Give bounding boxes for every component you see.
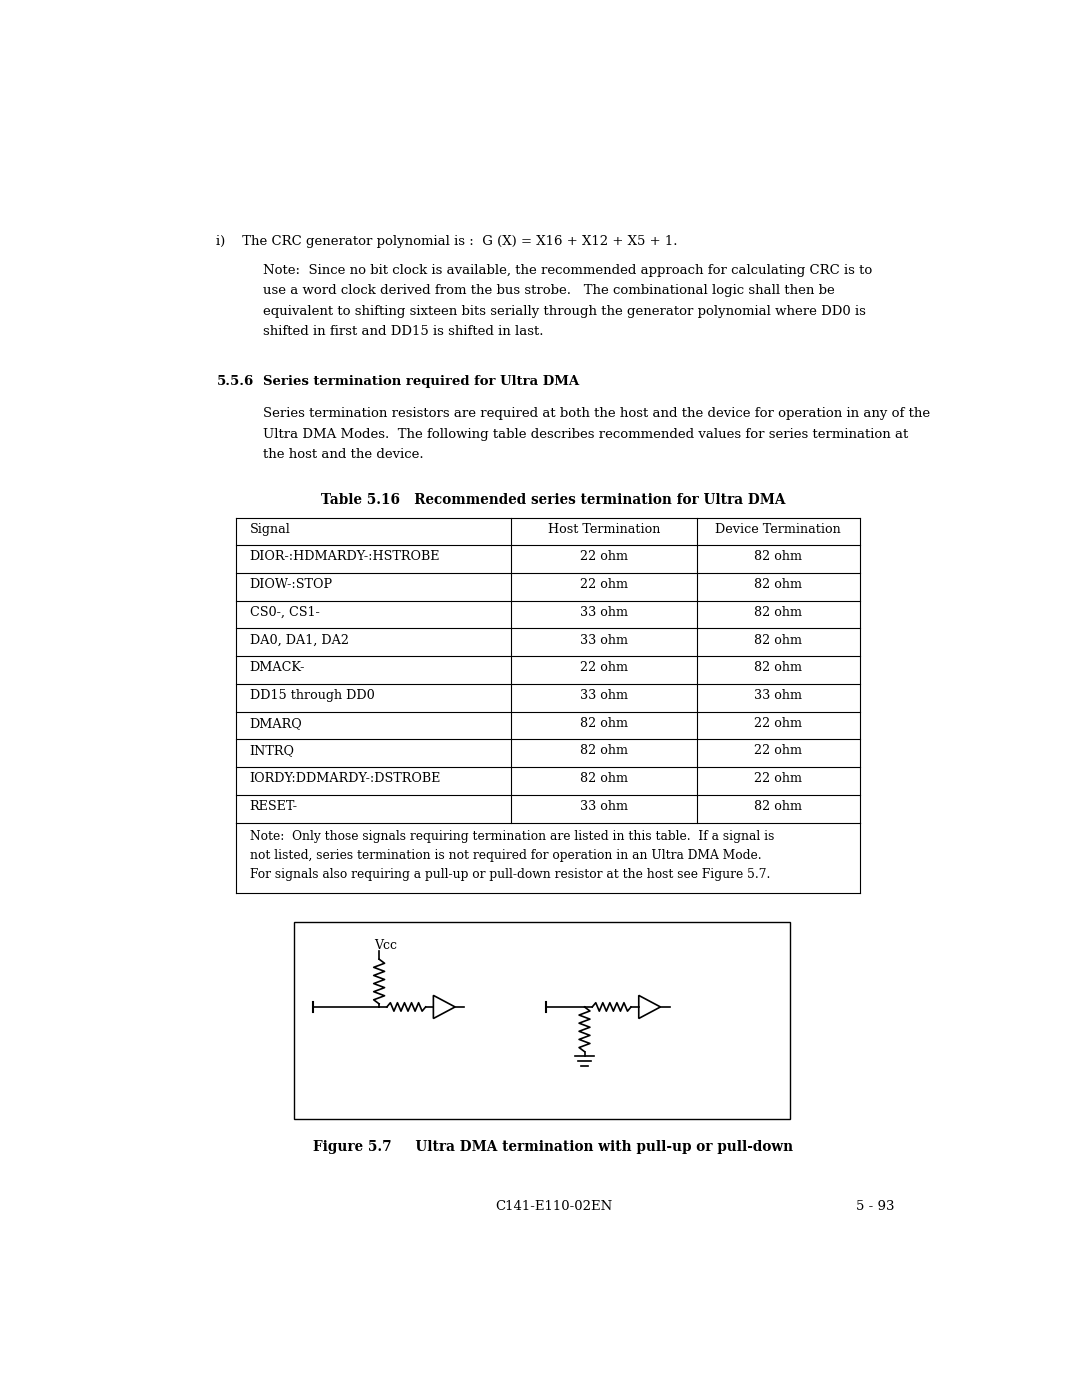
Text: 82 ohm: 82 ohm (754, 550, 802, 563)
Text: equivalent to shifting sixteen bits serially through the generator polynomial wh: equivalent to shifting sixteen bits seri… (262, 305, 866, 317)
Text: i)    The CRC generator polynomial is :  G (X) = X16 + X12 + X5 + 1.: i) The CRC generator polynomial is : G (… (216, 235, 678, 247)
Text: DIOR-:HDMARDY-:HSTROBE: DIOR-:HDMARDY-:HSTROBE (249, 550, 441, 563)
Text: Note:  Since no bit clock is available, the recommended approach for calculating: Note: Since no bit clock is available, t… (262, 264, 873, 277)
Text: Series termination required for Ultra DMA: Series termination required for Ultra DM… (262, 374, 579, 388)
Text: Vcc: Vcc (375, 939, 397, 953)
Text: For signals also requiring a pull-up or pull-down resistor at the host see Figur: For signals also requiring a pull-up or … (249, 868, 770, 882)
Text: 33 ohm: 33 ohm (580, 606, 627, 619)
Text: RESET-: RESET- (249, 800, 298, 813)
Text: Note:  Only those signals requiring termination are listed in this table.  If a : Note: Only those signals requiring termi… (249, 830, 774, 844)
Text: 82 ohm: 82 ohm (754, 578, 802, 591)
Text: shifted in first and DD15 is shifted in last.: shifted in first and DD15 is shifted in … (262, 326, 543, 338)
Text: Table 5.16   Recommended series termination for Ultra DMA: Table 5.16 Recommended series terminatio… (321, 493, 786, 507)
Text: 22 ohm: 22 ohm (580, 578, 627, 591)
Text: Device Termination: Device Termination (715, 522, 841, 535)
Text: DA0, DA1, DA2: DA0, DA1, DA2 (249, 633, 349, 647)
Text: 22 ohm: 22 ohm (580, 550, 627, 563)
Text: 33 ohm: 33 ohm (580, 689, 627, 701)
Text: 82 ohm: 82 ohm (580, 717, 627, 729)
Text: DMACK-: DMACK- (249, 661, 305, 675)
Text: DD15 through DD0: DD15 through DD0 (249, 689, 375, 701)
Text: not listed, series termination is not required for operation in an Ultra DMA Mod: not listed, series termination is not re… (249, 849, 761, 862)
Text: 22 ohm: 22 ohm (580, 661, 627, 675)
Text: CS0-, CS1-: CS0-, CS1- (249, 606, 320, 619)
Bar (294, 922, 789, 1119)
Text: 5.5.6: 5.5.6 (216, 374, 254, 388)
Text: 22 ohm: 22 ohm (754, 745, 802, 757)
Text: 82 ohm: 82 ohm (754, 800, 802, 813)
Text: 33 ohm: 33 ohm (580, 633, 627, 647)
Text: Series termination resistors are required at both the host and the device for op: Series termination resistors are require… (262, 407, 930, 420)
Text: 22 ohm: 22 ohm (754, 717, 802, 729)
Text: 5 - 93: 5 - 93 (856, 1200, 894, 1213)
Text: the host and the device.: the host and the device. (262, 448, 423, 461)
Text: INTRQ: INTRQ (249, 745, 295, 757)
Text: Figure 5.7     Ultra DMA termination with pull-up or pull-down: Figure 5.7 Ultra DMA termination with pu… (313, 1140, 794, 1154)
Text: IORDY:DDMARDY-:DSTROBE: IORDY:DDMARDY-:DSTROBE (249, 773, 441, 785)
Text: use a word clock derived from the bus strobe.   The combinational logic shall th: use a word clock derived from the bus st… (262, 285, 835, 298)
Text: Ultra DMA Modes.  The following table describes recommended values for series te: Ultra DMA Modes. The following table des… (262, 427, 908, 440)
Text: Host Termination: Host Termination (548, 522, 660, 535)
Text: 33 ohm: 33 ohm (580, 800, 627, 813)
Text: DMARQ: DMARQ (249, 717, 302, 729)
Text: 82 ohm: 82 ohm (754, 661, 802, 675)
Text: DIOW-:STOP: DIOW-:STOP (249, 578, 333, 591)
Text: 33 ohm: 33 ohm (754, 689, 802, 701)
Text: Signal: Signal (249, 522, 291, 535)
Text: 82 ohm: 82 ohm (754, 606, 802, 619)
Text: 82 ohm: 82 ohm (580, 773, 627, 785)
Text: C141-E110-02EN: C141-E110-02EN (495, 1200, 612, 1213)
Text: 82 ohm: 82 ohm (754, 633, 802, 647)
Text: 82 ohm: 82 ohm (580, 745, 627, 757)
Text: 22 ohm: 22 ohm (754, 773, 802, 785)
